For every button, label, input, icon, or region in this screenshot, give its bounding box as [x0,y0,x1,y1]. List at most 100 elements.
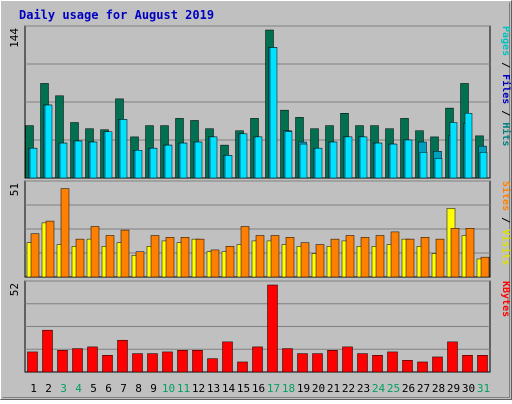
bar-pages-day-31 [479,152,488,179]
bar-kbytes-day-24 [372,355,383,373]
frame-shadow-inner [2,2,510,398]
bar-pages-day-21 [329,141,338,179]
bar-kbytes-day-8 [132,353,143,373]
panel-hits-legend-part: Files [500,74,512,104]
panel-hits-ymax-label: 144 [8,28,21,48]
x-tick-label-day-8: 8 [135,382,142,395]
bar-sites-day-15 [240,226,250,278]
panel-visits: 51 Sites / Visits [8,180,512,278]
bar-sites-day-2 [45,220,55,278]
x-tick-label-day-7: 7 [120,382,127,395]
bar-sites-day-10 [165,237,175,278]
bar-sites-day-5 [90,226,100,278]
bar-pages-day-20 [314,147,323,179]
bar-kbytes-day-13 [207,358,218,373]
x-tick-label-day-31: 31 [477,382,490,395]
bar-sites-day-17 [270,235,280,278]
bar-pages-day-4 [74,140,83,179]
panel-visits-legend-part: Visits [500,229,512,265]
panel-visits-legend-part: / [500,211,511,229]
bar-sites-day-27 [420,237,430,278]
bar-pages-day-5 [89,141,98,179]
bar-sites-day-22 [345,235,355,278]
x-tick-label-day-10: 10 [162,382,175,395]
bar-pages-day-6 [104,131,113,179]
x-tick-label-day-23: 23 [357,382,370,395]
bar-kbytes-day-27 [417,361,428,373]
bar-pages-day-18 [284,131,293,179]
bar-kbytes-day-1 [27,351,38,373]
bar-pages-day-23 [359,136,368,179]
bar-kbytes-day-7 [117,339,128,373]
x-tick-label-day-26: 26 [402,382,415,395]
panel-hits-legend-part: Pages [500,26,511,56]
panel-hits: 144 Pages / Files / Hits [8,25,512,179]
bar-kbytes-day-19 [297,353,308,373]
x-tick-label-day-12: 12 [192,382,205,395]
bar-kbytes-day-23 [357,353,368,373]
bar-pages-day-17 [269,47,278,179]
bar-sites-day-16 [255,235,265,278]
bar-pages-day-1 [29,147,38,179]
bar-sites-day-4 [75,238,85,278]
bar-kbytes-day-12 [192,350,203,373]
bar-sites-day-9 [150,235,160,278]
x-tick-label-day-25: 25 [387,382,400,395]
x-tick-label-day-28: 28 [432,382,445,395]
x-tick-label-day-2: 2 [45,382,52,395]
panel-hits-legend-part: Hits [500,122,512,146]
bar-sites-day-8 [135,251,145,278]
bar-sites-day-20 [315,244,325,278]
bar-pages-day-28 [434,158,443,179]
x-tick-label-day-11: 11 [177,382,190,395]
bar-sites-day-7 [120,229,130,278]
x-axis-labels: 1 2 3 4 5 6 7 8 9 10 11 12 13 14 15 16 17 18 19 20 21 22 23 24 2… [30,382,490,395]
bar-sites-day-18 [285,237,295,278]
panel-visits-legend-part: Sites [500,181,512,211]
bar-kbytes-day-9 [147,353,158,373]
bar-pages-day-29 [449,122,458,179]
bar-sites-day-28 [435,238,445,278]
bar-kbytes-day-30 [462,355,473,373]
bar-sites-day-26 [405,238,415,278]
bar-sites-day-30 [465,228,475,278]
bar-kbytes-day-20 [312,353,323,373]
x-tick-label-day-3: 3 [60,382,67,395]
x-tick-label-day-4: 4 [75,382,82,395]
bar-kbytes-day-16 [252,346,263,373]
bar-pages-day-15 [239,133,248,179]
bar-kbytes-day-5 [87,346,98,373]
bar-pages-day-30 [464,113,473,179]
bar-kbytes-day-18 [282,348,293,373]
bar-pages-day-19 [299,143,308,179]
x-tick-label-day-5: 5 [90,382,97,395]
bar-kbytes-day-22 [342,346,353,373]
bar-sites-day-12 [195,238,205,278]
x-tick-label-day-16: 16 [252,382,265,395]
bar-kbytes-day-17 [267,284,278,373]
bar-pages-day-16 [254,136,263,179]
x-tick-label-day-18: 18 [282,382,295,395]
x-tick-label-day-14: 14 [222,382,236,395]
bar-kbytes-day-21 [327,350,338,373]
bar-kbytes-day-10 [162,351,173,373]
bar-sites-day-13 [210,249,220,278]
bar-kbytes-day-6 [102,355,113,373]
bar-pages-day-25 [389,143,398,179]
bar-sites-day-31 [480,256,490,278]
bar-pages-day-26 [404,139,413,179]
bar-kbytes-day-29 [447,341,458,373]
bar-kbytes-day-11 [177,350,188,373]
bar-kbytes-day-3 [57,350,68,373]
x-tick-label-day-6: 6 [105,382,112,395]
bar-sites-day-21 [330,238,340,278]
x-tick-label-day-24: 24 [372,382,386,395]
bar-pages-day-10 [164,144,173,179]
bar-sites-day-1 [30,233,40,278]
chart-title: Daily usage for August 2019 [19,8,214,22]
bar-sites-day-11 [180,237,190,278]
x-tick-label-day-13: 13 [207,382,220,395]
bar-pages-day-11 [179,142,188,179]
bar-kbytes-day-26 [402,360,413,373]
